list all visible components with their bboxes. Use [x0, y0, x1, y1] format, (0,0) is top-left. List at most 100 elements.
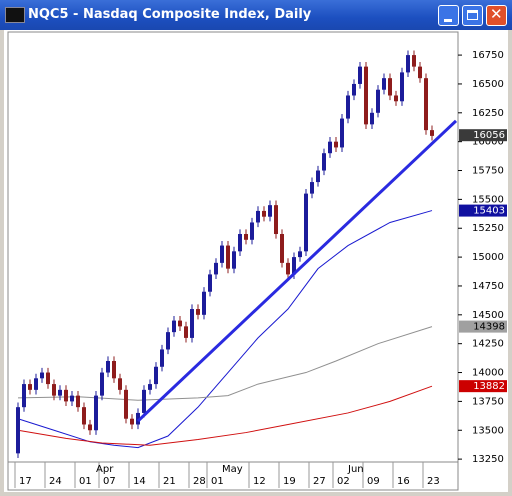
y-tick-label: 15500: [472, 194, 504, 205]
candle-body: [28, 384, 32, 390]
candle-body: [250, 222, 254, 240]
price-tag: [459, 204, 507, 217]
x-tick-label: 01: [79, 476, 92, 487]
x-tick-label: 21: [163, 476, 176, 487]
candle-body: [178, 320, 182, 327]
candle-body: [352, 83, 356, 96]
moving-average: [17, 385, 433, 446]
candle-body: [370, 112, 374, 125]
maximize-button[interactable]: [462, 5, 483, 26]
y-tick-label: 13250: [472, 454, 504, 465]
candle-body: [298, 251, 302, 258]
candle-body: [208, 274, 212, 292]
price-tag-label: 16056: [473, 130, 505, 141]
x-tick-label: 01: [211, 476, 224, 487]
candle-body: [220, 245, 224, 263]
candle-body: [328, 141, 332, 154]
x-tick-label: 24: [49, 476, 62, 487]
month-label: Apr: [96, 464, 114, 475]
moving-average: [17, 210, 433, 449]
candle-body: [400, 72, 404, 102]
candle-body: [112, 360, 116, 379]
candle-body: [214, 262, 218, 275]
candle-body: [322, 153, 326, 171]
price-tag: [459, 129, 507, 142]
x-tick-label: 17: [19, 476, 32, 487]
candle-body: [358, 66, 362, 84]
candle-body: [268, 205, 272, 217]
candle-body: [154, 366, 158, 385]
candle-body: [238, 234, 242, 252]
candle-body: [130, 418, 134, 425]
x-tick-label: 16: [397, 476, 410, 487]
y-tick-label: 13500: [472, 425, 504, 436]
candle-body: [430, 130, 434, 136]
y-tick-label: 13750: [472, 396, 504, 407]
candle-body: [394, 95, 398, 102]
y-tick-label: 16500: [472, 79, 504, 90]
y-tick-label: 15000: [472, 252, 504, 263]
candle-body: [274, 205, 278, 235]
close-button[interactable]: ✕: [486, 5, 507, 26]
candle-body: [100, 372, 104, 396]
candle-body: [58, 389, 62, 396]
candle-body: [124, 389, 128, 419]
candle-body: [148, 384, 152, 390]
price-tag-label: 14398: [473, 322, 505, 333]
minimize-button[interactable]: [438, 5, 459, 26]
x-tick-label: 07: [103, 476, 116, 487]
candle-body: [160, 349, 164, 367]
candle-body: [226, 245, 230, 269]
y-tick-label: 14500: [472, 310, 504, 321]
candle-body: [412, 55, 416, 67]
month-label: May: [222, 464, 243, 475]
candle-body: [280, 234, 284, 263]
candle-body: [196, 309, 200, 315]
y-tick-label: 16750: [472, 50, 504, 61]
candle-body: [172, 320, 176, 333]
candle-body: [190, 309, 194, 338]
y-tick-label: 14000: [472, 368, 504, 379]
x-tick-label: 09: [367, 476, 380, 487]
candle-body: [382, 78, 386, 90]
y-tick-label: 14750: [472, 281, 504, 292]
candle-body: [418, 66, 422, 79]
candle-body: [346, 95, 350, 119]
x-tick-label: 02: [337, 476, 350, 487]
candle-body: [94, 395, 98, 431]
x-tick-label: 12: [253, 476, 266, 487]
candle-body: [64, 389, 68, 402]
candle-body: [142, 389, 146, 413]
candle-body: [256, 210, 260, 223]
candle-body: [334, 141, 338, 148]
price-tag-label: 13882: [473, 381, 505, 392]
candle-body: [310, 182, 314, 194]
candle-body: [184, 326, 188, 338]
candle-body: [244, 234, 248, 240]
candle-body: [388, 78, 392, 96]
candle-body: [340, 118, 344, 148]
window-title: NQC5 - Nasdaq Composite Index, Daily: [28, 7, 312, 22]
price-tag-label: 15403: [473, 206, 505, 217]
candle-body: [34, 378, 38, 390]
candle-body: [202, 291, 206, 315]
price-tag: [459, 320, 507, 333]
candle-body: [166, 332, 170, 350]
month-label: Jun: [347, 464, 364, 475]
candle-body: [406, 55, 410, 73]
candle-body: [46, 372, 50, 385]
y-tick-label: 16250: [472, 108, 504, 119]
candle-body: [82, 407, 86, 425]
candle-body: [136, 412, 140, 425]
candle-body: [88, 424, 92, 431]
moving-average: [17, 326, 433, 401]
candle-body: [16, 407, 20, 454]
y-tick-label: 15750: [472, 166, 504, 177]
candle-body: [424, 78, 428, 131]
x-tick-label: 27: [313, 476, 326, 487]
candle-body: [22, 384, 26, 408]
trendline: [136, 119, 458, 423]
candle-body: [262, 210, 266, 217]
x-tick-label: 19: [283, 476, 296, 487]
